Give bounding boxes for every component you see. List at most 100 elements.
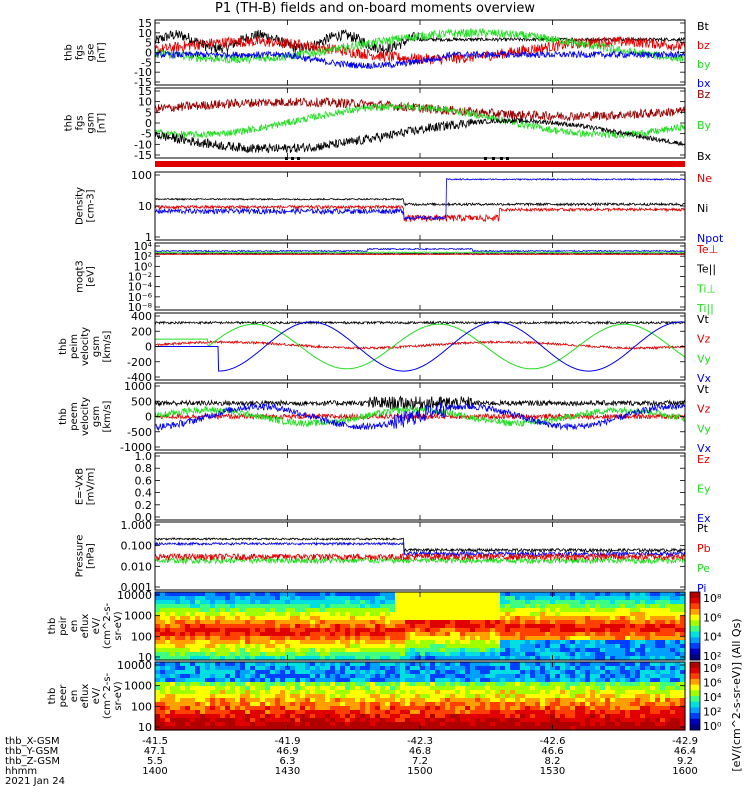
colorbar-electron-swatch [690,662,700,669]
ytick-label: 0 [145,117,152,130]
ylabel-line: Density [75,187,86,225]
series-Vt-e [154,395,686,411]
ephemeris-value: 6.3 [280,756,296,767]
ephemeris-value: -42.3 [407,736,433,747]
series-Vz-i [154,339,686,351]
colorbar-electron-swatch [690,713,700,720]
colorbar-ion-swatch [690,648,700,655]
colorbar-ion-swatch [690,626,700,633]
ion-spectrogram [155,592,686,661]
legend-Pt: Pt [697,522,709,535]
ytick-label: -15 [134,149,152,162]
ephemeris-value: 46.9 [276,746,298,757]
ephemeris-value: 9.2 [677,756,693,767]
ephemeris-value: 46.6 [541,746,563,757]
ytick-label: 1 [145,231,152,244]
ylabel-line: eflux [80,614,91,639]
ytick-label: 0.001 [121,581,153,594]
ytick-label: -15 [134,76,152,89]
ytick-label: 100 [131,630,152,643]
legend-Vz: Vz [697,333,711,346]
colorbar-ion-swatch [690,654,700,661]
series-Vy-i [155,323,686,370]
legend-Pe: Pe [697,562,710,575]
ylabel-line: [km/s] [102,400,113,432]
colorbar-electron-swatch [690,667,700,674]
ephemeris-value: -41.9 [275,736,301,747]
colorbar-electron-tick: 10⁴ [703,691,722,704]
ytick-label: 10⁻⁸ [128,301,153,314]
ephemeris-value: 47.1 [144,746,166,757]
colorbar-electron-tick: 10⁶ [703,677,722,690]
series-Bz [154,97,686,122]
ytick-label: 0.8 [135,462,153,475]
ytick-label: 1.0 [135,450,153,463]
legend-Vt: Vt [697,383,710,396]
series-Pe [154,556,686,565]
ylabel-line: velocity [80,397,91,436]
ytick-label: 0 [145,411,152,424]
panel-frame-3 [154,171,686,241]
ylabel-line: [km/s] [102,330,113,362]
ytick-label: 1000 [124,680,152,693]
legend-Bx: Bx [697,150,712,163]
colorbar-electron-swatch [690,696,700,703]
ytick-label: 0.6 [135,474,153,487]
ylabel-line: [nT] [97,42,108,62]
ylabel-line: thb [58,408,69,425]
ylabel-line: eV/ [91,687,102,704]
ephemeris-label: hhmm [5,766,37,777]
ytick-label: 1.000 [121,519,153,532]
series-Te-perp [154,253,686,256]
legend-bx: bx [697,77,711,90]
ylabel-line: [eV] [86,266,97,287]
colorbar-ion-tick: 10⁴ [703,631,722,644]
ytick-label: 0 [145,341,152,354]
ephemeris-value: 46.4 [674,746,696,757]
colorbar-electron [689,661,701,731]
ylabel-line: gsm [91,406,102,427]
ytick-label: 10 [138,651,152,664]
colorbar-ion-swatch [690,620,700,627]
ytick-label: 1000 [124,610,152,623]
ytick-label: 0 [145,47,152,60]
series-Vy-e [154,405,686,428]
ylabel-line: en [69,690,80,703]
legend-Ez: Ez [697,453,710,466]
ytick-label: 10 [138,27,152,40]
ylabel-line: thb [64,44,75,61]
ylabel-line: [cm-3] [86,189,97,222]
ytick-label: -500 [127,426,152,439]
legend-Te⊥: Te⊥ [696,243,718,256]
colorbar-ion-tick: 10⁸ [703,592,722,605]
ytick-label: 10⁴ [134,240,153,253]
colorbar-electron-swatch [690,679,700,686]
legend-Vy: Vy [697,352,711,365]
ytick-label: -1000 [120,441,152,454]
ytick-label: 10 [138,96,152,109]
colorbar-electron-swatch [690,718,700,725]
ylabel-line: eflux [80,684,91,709]
ylabel-line: peir [58,615,69,635]
ylabel-line: Pressure [75,535,86,578]
ephemeris-value: -42.9 [672,736,698,747]
ephemeris-value: 1500 [407,766,432,777]
ytick-label: -200 [127,356,152,369]
series-Pi [154,541,686,558]
ylabel-line: thb [47,618,58,635]
ytick-label: -5 [141,128,152,141]
ylabel-line: E=-VxB [75,468,86,505]
colorbar-electron-swatch [690,707,700,714]
colorbar-ion-swatch [690,614,700,621]
colorbar-ion-tick: 10⁶ [703,611,722,624]
legend-Vx: Vx [697,372,712,385]
legend-Ne: Ne [697,172,712,185]
colorbar-ion-swatch [690,609,700,616]
series-by [154,27,686,65]
ylabel-line: sr-eV) [113,681,124,710]
ytick-label: 10⁻² [128,271,152,284]
colorbar-ion-swatch [690,643,700,650]
ephemeris-value: 1530 [540,766,565,777]
ytick-label: 5 [145,37,152,50]
ytick-label: 10² [134,250,152,263]
